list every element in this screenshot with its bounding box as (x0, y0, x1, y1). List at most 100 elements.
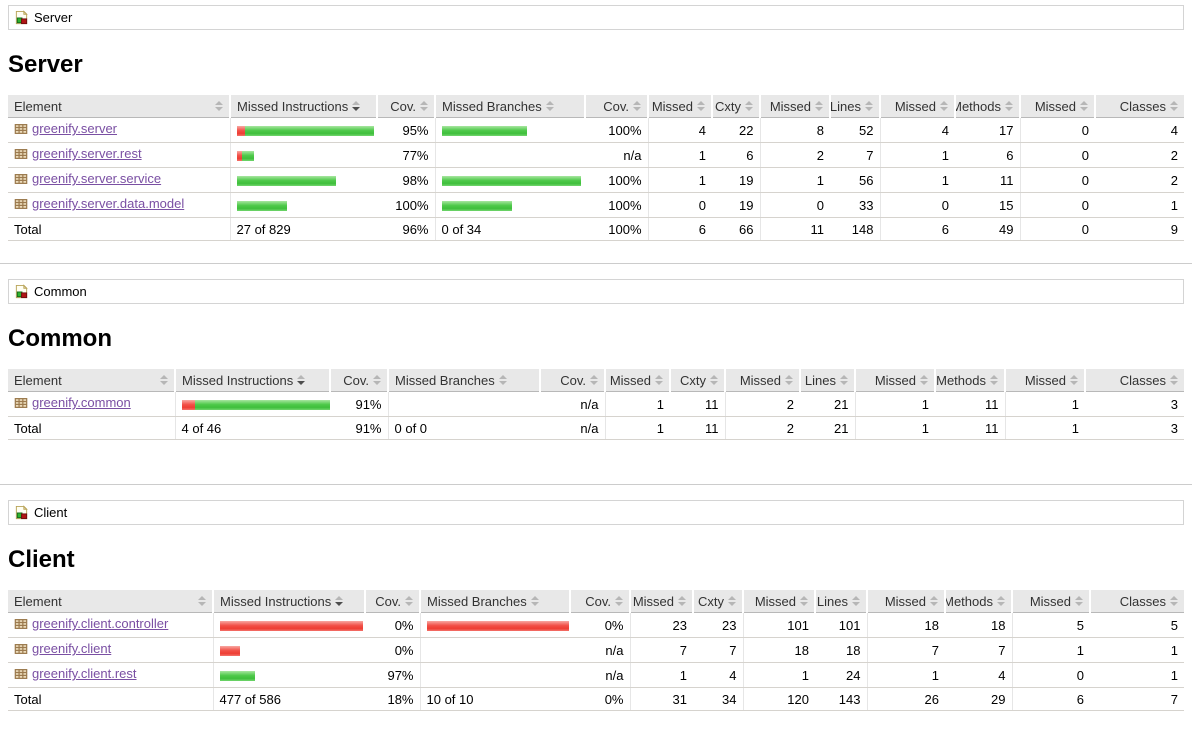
total-row: Total 477 of 586 18% 10 of 10 0% 31 34 120 143 26… (8, 687, 1184, 711)
column-header-sortable[interactable]: Missed (724, 369, 800, 392)
total-instructions-pct: 96% (377, 217, 435, 241)
sort-arrows-icon (198, 596, 206, 606)
column-header-sortable[interactable]: Missed (742, 590, 815, 613)
counter-cell: 11 (670, 391, 725, 417)
sort-arrows-icon (1170, 101, 1178, 111)
counter-cell: 18 (815, 637, 867, 663)
column-header-sortable[interactable]: Cov. (569, 590, 630, 613)
counter-cell: 5 (1090, 612, 1184, 638)
counter-cell: 4 (879, 117, 955, 143)
counter-cell: 0 (1019, 142, 1095, 168)
counter-cell: 2 (1095, 142, 1184, 168)
total-counter-cell: 26 (866, 687, 945, 711)
missed-bar (426, 621, 569, 632)
column-header-sortable[interactable]: Cov. (376, 95, 435, 118)
column-header-sortable[interactable]: Missed Branches (387, 369, 540, 392)
counter-cell: 2 (724, 391, 800, 417)
counter-cell: 1 (604, 391, 670, 417)
column-header-sortable[interactable]: Missed (854, 369, 935, 392)
total-branches: 0 of 0 (387, 416, 540, 440)
column-header-sortable[interactable]: Classes (1094, 95, 1184, 118)
package-link[interactable]: greenify.server.service (32, 171, 162, 186)
package-icon (14, 172, 28, 189)
package-icon (14, 617, 28, 634)
package-link[interactable]: greenify.server.data.model (32, 196, 185, 211)
column-header-sortable[interactable]: Missed (647, 95, 712, 118)
column-header-sortable[interactable]: Cov. (364, 590, 420, 613)
branches-coverage-pct: 100% (585, 192, 648, 218)
column-header-sortable[interactable]: Missed Branches (419, 590, 570, 613)
total-branches-pct: 0% (570, 687, 630, 711)
column-header-sortable[interactable]: Lines (799, 369, 855, 392)
counter-cell: 0 (759, 192, 830, 218)
total-counter-cell: 0 (1019, 217, 1095, 241)
counter-cell: 0 (647, 192, 712, 218)
column-header-sortable[interactable]: Cov. (539, 369, 605, 392)
counter-cell: 7 (866, 637, 945, 663)
package-link[interactable]: greenify.common (32, 395, 131, 410)
column-header-sortable[interactable]: Lines (814, 590, 867, 613)
counter-cell: 23 (693, 612, 743, 638)
sort-arrows-icon (1005, 101, 1013, 111)
column-header-sortable[interactable]: Cxty (692, 590, 743, 613)
package-link[interactable]: greenify.client.rest (32, 666, 137, 681)
column-header-sortable[interactable]: Missed (759, 95, 830, 118)
counter-cell: 21 (800, 391, 855, 417)
instructions-coverage-bar (174, 391, 330, 417)
column-header-sortable[interactable]: Missed Instructions (212, 590, 365, 613)
column-header-sortable[interactable]: Missed (604, 369, 670, 392)
counter-cell: 0 (1019, 192, 1095, 218)
column-header-sortable[interactable]: Missed Instructions (174, 369, 330, 392)
column-header-label: Cov. (585, 593, 611, 609)
counter-cell: 101 (742, 612, 815, 638)
total-label: Total (8, 416, 175, 440)
counter-cell: 2 (1095, 167, 1184, 193)
column-header-sortable[interactable]: Methods (954, 95, 1020, 118)
breadcrumb-item-server: Server (34, 10, 73, 25)
column-header-sortable[interactable]: Classes (1089, 590, 1184, 613)
column-header-sortable[interactable]: Missed (879, 95, 955, 118)
column-header-sortable[interactable]: Missed (1019, 95, 1095, 118)
instructions-coverage-pct: 0% (365, 637, 420, 663)
sort-arrows-icon (1070, 375, 1078, 385)
report-icon (14, 505, 29, 520)
column-header-label: Cxty (680, 372, 706, 388)
column-header-sortable[interactable]: Element (8, 369, 175, 392)
column-header-sortable[interactable]: Missed (1011, 590, 1090, 613)
sort-arrows-icon (710, 375, 718, 385)
breadcrumb-item-common: Common (34, 284, 87, 299)
column-header-sortable[interactable]: Element (8, 590, 213, 613)
counter-cell: 1 (866, 662, 945, 688)
package-link[interactable]: greenify.server.rest (32, 146, 142, 161)
total-branches-pct: 100% (585, 217, 648, 241)
column-header-sortable[interactable]: Cxty (669, 369, 725, 392)
column-header-sortable[interactable]: Missed Instructions (229, 95, 377, 118)
missed-bar (236, 126, 245, 137)
total-row: Total 4 of 46 91% 0 of 0 n/a 1 11 2 21 1 11 1 3 (8, 416, 1184, 440)
column-header-sortable[interactable]: Methods (944, 590, 1012, 613)
missed-bar (181, 400, 195, 411)
breadcrumb: Client (8, 500, 1184, 525)
sort-arrows-icon (335, 596, 344, 606)
column-header-sortable[interactable]: Cxty (711, 95, 760, 118)
column-header-label: Cov. (560, 372, 586, 388)
package-icon (14, 667, 28, 684)
package-link[interactable]: greenify.server (32, 121, 118, 136)
column-header-sortable[interactable]: Cov. (329, 369, 388, 392)
column-header-sortable[interactable]: Cov. (584, 95, 648, 118)
total-label: Total (8, 687, 213, 711)
column-header-sortable[interactable]: Lines (829, 95, 880, 118)
column-header-label: Lines (816, 593, 848, 609)
column-header-sortable[interactable]: Classes (1084, 369, 1184, 392)
column-header-sortable[interactable]: Missed (1004, 369, 1085, 392)
counter-cell: 101 (815, 612, 867, 638)
sort-arrows-icon (865, 101, 873, 111)
column-header-sortable[interactable]: Missed (629, 590, 693, 613)
column-header-sortable[interactable]: Methods (934, 369, 1005, 392)
package-link[interactable]: greenify.client (32, 641, 112, 656)
column-header-sortable[interactable]: Missed (866, 590, 945, 613)
package-link[interactable]: greenify.client.controller (32, 616, 169, 631)
column-header-label: Classes (1119, 98, 1166, 114)
column-header-sortable[interactable]: Missed Branches (434, 95, 585, 118)
column-header-sortable[interactable]: Element (8, 95, 230, 118)
